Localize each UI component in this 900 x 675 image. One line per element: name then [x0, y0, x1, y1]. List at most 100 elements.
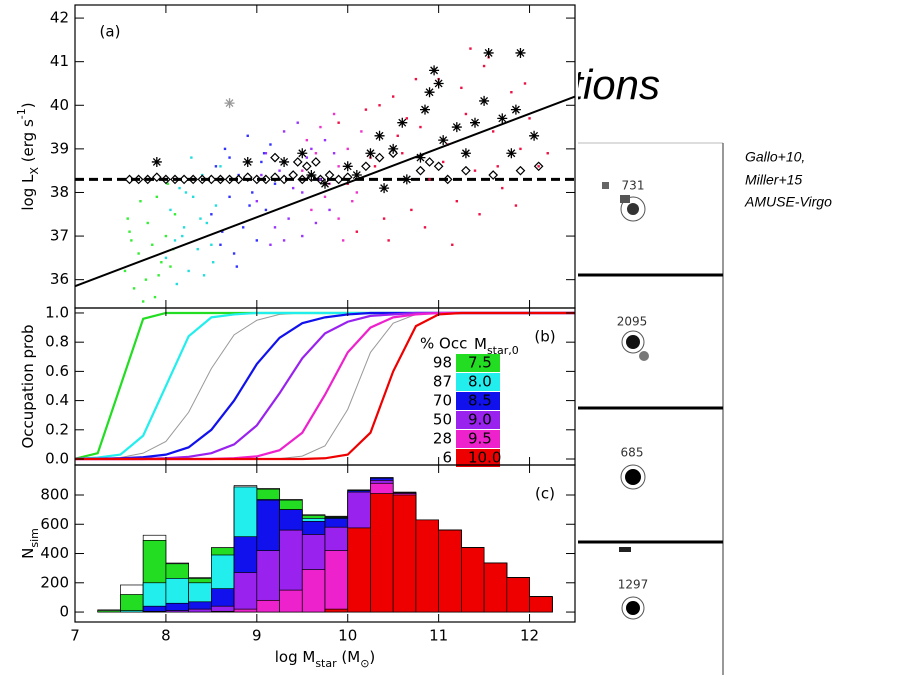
point: [464, 112, 468, 116]
diamond-point: [170, 174, 180, 185]
point: [260, 173, 263, 177]
histogram-bar: [279, 589, 303, 613]
point: [141, 300, 145, 303]
point: [264, 208, 268, 212]
histogram-bar: [301, 569, 326, 613]
diamond-point: [361, 161, 371, 172]
y-tick-label: 42: [50, 9, 69, 27]
point: [282, 239, 286, 242]
y-axis-label: log LX (erg s-1): [15, 102, 41, 210]
legend-occupancy: 50: [433, 411, 452, 429]
stamp-blob: [627, 203, 639, 215]
legend-label: 10.0: [468, 449, 501, 467]
label-part: ): [369, 648, 375, 666]
diamond-point: [142, 174, 153, 185]
histogram-bar: [97, 610, 121, 613]
point: [157, 274, 160, 277]
panel-frame: [74, 464, 576, 623]
diamond-point: [242, 172, 253, 183]
point: [328, 208, 331, 212]
diamond-point: [161, 174, 171, 185]
histogram-bar: [415, 519, 439, 613]
point: [332, 152, 336, 155]
point: [191, 195, 195, 199]
point: [391, 95, 395, 98]
diamond-point: [279, 174, 289, 185]
asterisk-point: [506, 148, 517, 159]
point: [228, 195, 231, 199]
asterisk-point: [297, 148, 308, 159]
diamond-point: [297, 174, 308, 185]
point: [126, 217, 129, 220]
point: [246, 134, 249, 137]
diamond-point: [179, 174, 189, 185]
point: [478, 213, 481, 216]
panel-label: (a): [100, 23, 121, 41]
legend-occupancy: 87: [433, 373, 452, 391]
point: [355, 191, 359, 194]
x-tick-label: 9: [252, 627, 262, 645]
point: [310, 147, 313, 151]
point: [173, 239, 177, 242]
point: [255, 199, 259, 203]
x-tick-label: 10: [338, 627, 357, 645]
point: [387, 239, 390, 242]
point: [155, 195, 159, 199]
legend-occupancy: 70: [433, 392, 452, 410]
point: [248, 204, 251, 207]
point: [405, 117, 409, 120]
point: [355, 230, 359, 233]
point: [301, 191, 304, 194]
point: [264, 152, 268, 155]
y-axis-label: Occupation prob: [19, 324, 37, 448]
point: [273, 182, 277, 185]
panel-label: (b): [534, 328, 555, 346]
point: [291, 186, 295, 190]
y-tick-label: 37: [50, 227, 69, 245]
point: [199, 217, 202, 220]
point: [221, 230, 224, 233]
histogram-bar: [324, 550, 349, 613]
asterisk-point: [306, 170, 317, 181]
label-part: (M: [337, 648, 361, 666]
histogram-bar: [438, 529, 462, 613]
point: [314, 152, 318, 155]
y-tick-label: 400: [40, 544, 69, 562]
point: [262, 152, 266, 155]
panel-label: (c): [535, 485, 555, 503]
asterisk-point: [438, 135, 449, 146]
legend-title: % Occ: [420, 335, 467, 353]
caption: AMUSE-Virgo: [744, 194, 832, 210]
legend-swatch: [456, 392, 500, 410]
point: [151, 243, 154, 246]
histogram-bar: [233, 608, 258, 613]
point: [423, 226, 427, 229]
diamond-point: [288, 170, 299, 180]
point: [441, 160, 445, 164]
point: [519, 147, 522, 151]
point: [128, 230, 131, 233]
asterisk-point: [279, 156, 290, 167]
asterisk-point: [479, 95, 490, 106]
diamond-point: [533, 161, 544, 172]
point: [130, 239, 133, 242]
point: [460, 86, 463, 90]
diamond-point: [374, 152, 385, 163]
diamond-point: [461, 165, 471, 176]
legend-label: 9.0: [468, 411, 492, 429]
point: [373, 165, 377, 168]
y-tick-label: 0: [59, 603, 69, 621]
label-part: ): [19, 102, 37, 108]
legend-swatch: [456, 430, 500, 448]
asterisk-point: [379, 183, 390, 194]
y-tick-label: 36: [50, 270, 69, 288]
y-tick-label: 200: [40, 573, 69, 591]
point: [451, 243, 454, 246]
asterisk-point: [529, 130, 540, 141]
diamond-point: [333, 174, 344, 185]
asterisk-point: [224, 98, 235, 109]
stamp-blob: [620, 195, 630, 203]
point: [301, 169, 304, 172]
